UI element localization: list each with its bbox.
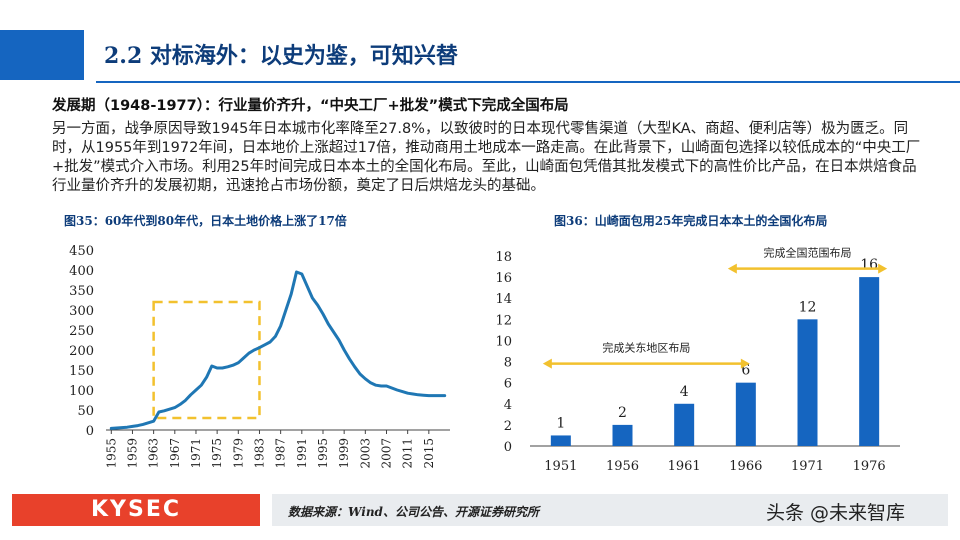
- bar-1971: [797, 319, 818, 446]
- land-price-line-chart: 0 50 100 150 200 250 300 350 400 450 1955 1959 1963 1…: [69, 244, 450, 469]
- y-tick-label: 400: [69, 264, 94, 279]
- bar-data-label: 12: [799, 299, 817, 315]
- header-accent-block: [0, 30, 84, 80]
- watermark: 头条 @未来智库: [766, 502, 906, 524]
- annotation-arrow-head-left: [727, 263, 737, 274]
- y-tick-label: 8: [504, 356, 512, 371]
- x-tick-label: 2011: [401, 438, 415, 469]
- x-tick-label: 1961: [668, 459, 701, 474]
- body-paragraph: 另一方面，战争原因导致1945年日本城市化率降至27.8%，以致彼时的日本现代零…: [52, 121, 921, 194]
- x-tick-label: 1955: [104, 438, 118, 469]
- y-tick-label: 0: [86, 424, 94, 439]
- bar-1956: [612, 424, 633, 446]
- x-tick-label: 1999: [337, 438, 351, 469]
- y-tick-label: 150: [69, 364, 94, 379]
- x-tick-label: 1959: [125, 438, 139, 469]
- bar-data-label: 16: [860, 257, 878, 273]
- land-price-series-line: [109, 270, 447, 430]
- highlight-box: [152, 300, 261, 420]
- x-tick-label: 2007: [379, 438, 393, 469]
- bar-1966: [735, 382, 756, 446]
- y-tick-label: 14: [495, 292, 512, 307]
- x-tick-label: 1975: [210, 438, 224, 469]
- y-tick-label: 2: [504, 419, 512, 434]
- bar-1976: [859, 277, 880, 446]
- x-tick-label: 2015: [422, 438, 436, 469]
- y-tick-label: 350: [69, 284, 94, 299]
- page-title: 2.2 对标海外：以史为鉴，可知兴替: [104, 43, 458, 69]
- bar-data-label: 1: [556, 415, 565, 431]
- y-tick-label: 50: [77, 404, 94, 419]
- bar-data-label: 2: [618, 405, 627, 421]
- bar-data-label: 6: [741, 363, 750, 379]
- y-tick-label: 0: [504, 440, 512, 455]
- section-heading: 发展期（1948-1977）：行业量价齐升，“中央工厂+批发”模式下完成全国布局: [52, 98, 569, 114]
- x-tick-label: 1991: [295, 438, 309, 469]
- annotation-arrow: [727, 263, 888, 274]
- logo-background: [12, 494, 260, 526]
- bar-1961: [674, 403, 695, 446]
- y-tick-label: 300: [69, 304, 94, 319]
- y-tick-label: 6: [504, 377, 512, 392]
- x-tick-label: 1966: [729, 459, 762, 474]
- x-tick-label: 1971: [189, 438, 203, 469]
- bar-1951: [550, 435, 571, 446]
- figure-36-caption: 图36：山崎面包用25年完成日本本土的全国化布局: [554, 214, 828, 228]
- y-tick-label: 200: [69, 344, 94, 359]
- source-background: [272, 494, 948, 526]
- x-tick-label: 1987: [274, 438, 288, 469]
- title-divider: [96, 81, 960, 83]
- y-tick-label: 10: [495, 334, 512, 349]
- annotation-arrow-head-left: [542, 358, 552, 369]
- y-tick-label: 4: [504, 398, 512, 413]
- y-tick-label: 12: [495, 313, 512, 328]
- annotation-arrow-head-right: [740, 358, 750, 369]
- y-tick-label: 100: [69, 384, 94, 399]
- x-tick-label: 1976: [853, 459, 886, 474]
- x-tick-label: 1995: [316, 438, 330, 469]
- x-tick-label: 1967: [168, 438, 182, 469]
- company-logo: KYSEC: [91, 497, 181, 522]
- x-tick-label: 2003: [358, 438, 372, 469]
- x-tick-label: 1971: [791, 459, 824, 474]
- y-tick-label: 18: [495, 250, 512, 265]
- x-tick-label: 1983: [252, 438, 266, 469]
- annotation-arrow: [542, 358, 750, 369]
- store-expansion-bar-chart: 0 2 4 6 8 10 12 14 16 18 1 1951 2 1956 4 1961 6 1966 12 197…: [495, 246, 900, 474]
- figure-35-caption: 图35：60年代到80年代，日本土地价格上涨了17倍: [64, 214, 347, 228]
- annotation-label: 完成关东地区布局: [602, 341, 690, 355]
- y-tick-label: 250: [69, 324, 94, 339]
- y-tick-label: 450: [69, 244, 94, 259]
- x-tick-label: 1956: [606, 459, 639, 474]
- x-tick-label: 1963: [147, 438, 161, 469]
- data-source: 数据来源：Wind、公司公告、开源证券研究所: [288, 505, 539, 519]
- bar-data-label: 4: [680, 384, 689, 400]
- annotation-label: 完成全国范围布局: [764, 246, 852, 260]
- y-tick-label: 16: [495, 271, 512, 286]
- x-tick-label: 1979: [231, 438, 245, 469]
- annotation-arrow-head-right: [878, 263, 888, 274]
- x-tick-label: 1951: [544, 459, 577, 474]
